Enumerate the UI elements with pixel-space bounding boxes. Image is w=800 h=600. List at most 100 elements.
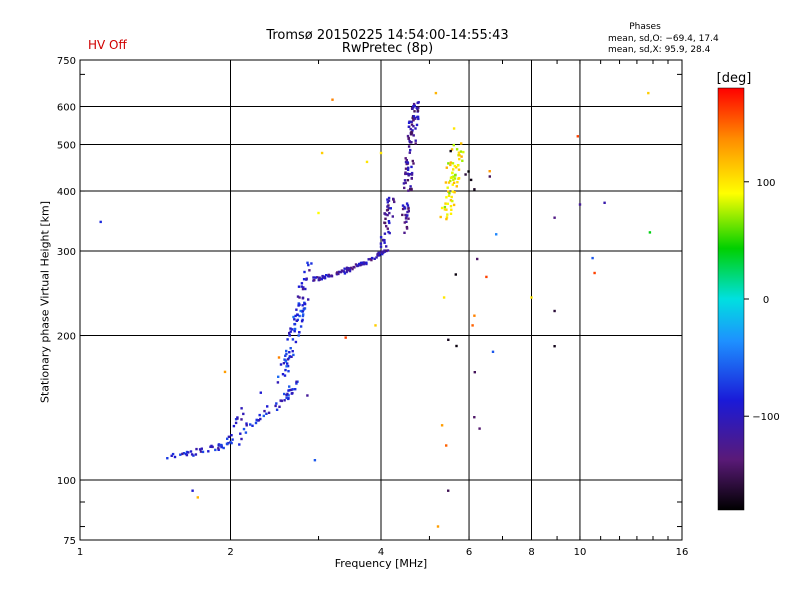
scatter-point	[288, 388, 291, 392]
scatter-point	[455, 166, 458, 169]
hv-status: HV Off	[88, 38, 127, 52]
scatter-point	[323, 275, 326, 279]
scatter-point	[412, 162, 415, 165]
scatter-point	[452, 175, 455, 178]
scatter-point	[449, 199, 453, 202]
scatter-point	[238, 443, 241, 446]
scatter-point	[406, 168, 410, 171]
colorbar-tick-label: 0	[763, 295, 769, 306]
scatter-point	[383, 239, 386, 242]
scatter-point	[312, 276, 315, 279]
scatter-point	[295, 380, 298, 383]
scatter-point	[384, 217, 387, 220]
y-tick-label: 600	[57, 103, 76, 114]
scatter-point	[217, 448, 220, 451]
scatter-point	[373, 257, 376, 260]
scatter-point	[284, 360, 288, 363]
scatter-point	[376, 252, 379, 256]
scatter-point	[297, 285, 301, 288]
scatter-point	[289, 347, 292, 350]
scatter-point	[404, 160, 408, 164]
scatter-point	[358, 262, 361, 266]
scatter-point	[325, 274, 328, 277]
scatter-point	[287, 394, 290, 397]
scatter-point	[291, 328, 294, 331]
colorbar-tick-label: 100	[756, 178, 775, 189]
scatter-point	[289, 327, 292, 330]
scatter-point	[304, 287, 307, 291]
scatter-point	[283, 399, 286, 402]
scatter-point	[317, 211, 320, 215]
scatter-point	[467, 170, 470, 173]
scatter-point	[453, 191, 456, 194]
scatter-point	[219, 443, 222, 447]
scatter-point	[255, 419, 258, 422]
scatter-point	[179, 453, 182, 456]
scatter-point	[407, 145, 411, 148]
y-tick-label: 500	[57, 141, 76, 152]
scatter-point	[450, 195, 453, 199]
scatter-point	[242, 427, 246, 431]
scatter-point	[460, 155, 463, 158]
scatter-point	[469, 178, 473, 182]
scatter-point	[446, 213, 449, 216]
scatter-point	[383, 241, 386, 244]
scatter-point	[340, 269, 344, 272]
scatter-point	[225, 442, 229, 445]
scatter-point	[458, 157, 461, 161]
scatter-point	[445, 166, 448, 169]
x-tick-label: 1	[77, 547, 83, 558]
scatter-point	[530, 296, 533, 299]
scatter-point	[416, 115, 420, 119]
phase-stats-o: mean, sd,O: −69.4, 17.4	[608, 34, 719, 44]
scatter-point	[410, 106, 414, 110]
scatter-point	[457, 151, 461, 154]
scatter-point	[454, 273, 457, 276]
scatter-point	[99, 220, 102, 224]
scatter-point	[405, 159, 408, 162]
scatter-point	[402, 182, 406, 185]
scatter-point	[302, 308, 306, 311]
scatter-point	[449, 212, 453, 215]
scatter-point	[417, 101, 420, 104]
scatter-point	[449, 161, 453, 164]
scatter-point	[266, 405, 269, 408]
scatter-point	[410, 188, 413, 191]
scatter-point	[452, 181, 456, 184]
scatter-point	[451, 199, 454, 203]
scatter-point	[455, 344, 458, 348]
scatter-point	[452, 178, 455, 181]
scatter-point	[344, 336, 347, 339]
scatter-point	[449, 176, 453, 179]
scatter-point	[223, 370, 227, 374]
scatter-point	[245, 422, 248, 425]
scatter-point	[209, 445, 212, 448]
scatter-point	[414, 127, 417, 130]
scatter-point	[450, 208, 453, 211]
scatter-point	[229, 440, 232, 444]
scatter-point	[485, 275, 488, 279]
scatter-point	[288, 331, 291, 335]
scatter-point	[187, 451, 190, 454]
y-tick-label: 750	[57, 56, 76, 67]
scatter-point	[389, 207, 392, 210]
scatter-point	[359, 263, 363, 266]
scatter-point	[275, 408, 279, 411]
scatter-point	[362, 261, 365, 264]
scatter-point	[226, 437, 229, 440]
scatter-point	[404, 181, 407, 185]
scatter-point	[553, 216, 556, 219]
scatter-point	[293, 318, 296, 321]
scatter-point	[184, 452, 188, 456]
scatter-point	[201, 450, 205, 454]
y-tick-label: 400	[57, 187, 76, 198]
scatter-point	[444, 202, 447, 205]
scatter-point	[388, 221, 391, 225]
scatter-point	[382, 251, 385, 254]
scatter-point	[295, 308, 298, 311]
scatter-point	[234, 421, 238, 425]
scatter-point	[298, 314, 301, 318]
scatter-point	[447, 194, 451, 197]
scatter-point	[445, 208, 448, 211]
scatter-point	[407, 166, 410, 169]
